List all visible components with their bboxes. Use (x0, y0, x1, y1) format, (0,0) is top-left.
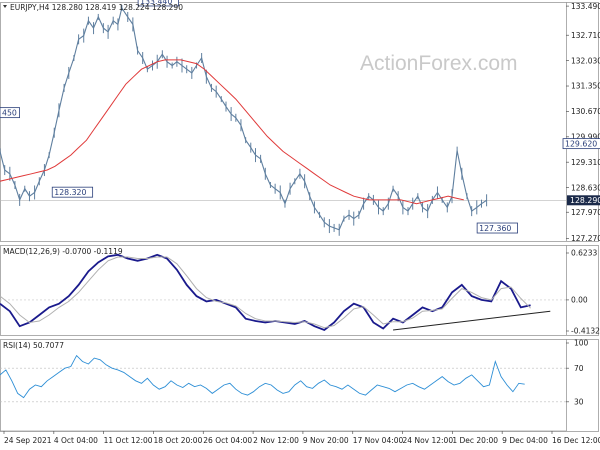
x-tick-label: 2 Nov 12:00 (253, 436, 299, 445)
macd-trendline (392, 310, 551, 331)
rsi-line (0, 354, 525, 399)
dropdown-triangle-icon (3, 5, 7, 8)
panel-frame-2 (0, 339, 599, 432)
price-tick-label: 127.270 (571, 234, 600, 243)
price-series-line (0, 6, 487, 231)
price-annotation-label: 133.440 (140, 0, 172, 6)
price-annotation-label: 127.360 (479, 224, 511, 233)
macd-main-line (0, 253, 531, 332)
panel-frame-0 (0, 2, 599, 242)
panel-frame-1 (0, 245, 599, 336)
price-annotation-box (51, 186, 94, 198)
macd-tick-label: 0.6233 (571, 249, 597, 258)
price-tick-label: 132.030 (571, 56, 600, 65)
rsi-tick-label: 100 (574, 339, 589, 348)
x-tick-label: 24 Sep 2021 (4, 436, 52, 445)
price-annotation-box (476, 222, 518, 234)
price-tick-label: 129.310 (571, 158, 600, 167)
price-tick-label: 133.490 (571, 2, 600, 11)
price-annotation-box (0, 107, 21, 119)
price-tick-label: 128.630 (571, 183, 600, 192)
macd-tick-label: -0.4132 (571, 327, 600, 336)
price-annotation-label: 129.620 (565, 140, 597, 149)
x-tick-label: 9 Dec 04:00 (502, 436, 548, 445)
x-tick-label: 11 Oct 12:00 (104, 436, 153, 445)
moving-average-line (0, 59, 464, 205)
price-annotation-label: 450 (2, 109, 17, 118)
current-price-label: 128.290 (570, 196, 600, 205)
x-tick-label: 26 Oct 04:00 (203, 436, 252, 445)
rsi-title: RSI(14) 50.7077 (3, 341, 64, 350)
macd-tick-label: 0.00 (571, 296, 588, 305)
rsi-tick-label: 30 (574, 398, 584, 407)
rsi-tick-label: 70 (574, 364, 584, 373)
price-tick-label: 127.970 (571, 208, 600, 217)
macd-signal-line (0, 256, 531, 329)
price-tick-label: 131.350 (571, 82, 600, 91)
x-tick-label: 1 Dec 20:00 (452, 436, 498, 445)
x-tick-label: 9 Nov 20:00 (303, 436, 349, 445)
x-tick-label: 16 Dec 12:00 (552, 436, 600, 445)
x-tick-label: 18 Oct 20:00 (153, 436, 202, 445)
x-tick-label: 4 Oct 04:00 (54, 436, 98, 445)
price-tick-label: 132.710 (571, 31, 600, 40)
price-annotation-label: 128.320 (54, 188, 86, 197)
price-tick-label: 129.990 (571, 133, 600, 142)
macd-title: MACD(12,26,9) -0.0700 -0.1119 (3, 247, 123, 256)
price-chart-title: EURJPY,H4 128.280 128.419 128.224 128.29… (10, 3, 183, 12)
price-annotation-box (562, 138, 600, 150)
x-tick-label: 24 Nov 12:00 (403, 436, 454, 445)
watermark-text: ActionForex.com (360, 52, 518, 75)
price-annotation-box (137, 0, 179, 7)
x-tick-label: 17 Nov 04:00 (353, 436, 404, 445)
price-tick-label: 130.670 (571, 107, 600, 116)
current-price-box (567, 195, 600, 206)
